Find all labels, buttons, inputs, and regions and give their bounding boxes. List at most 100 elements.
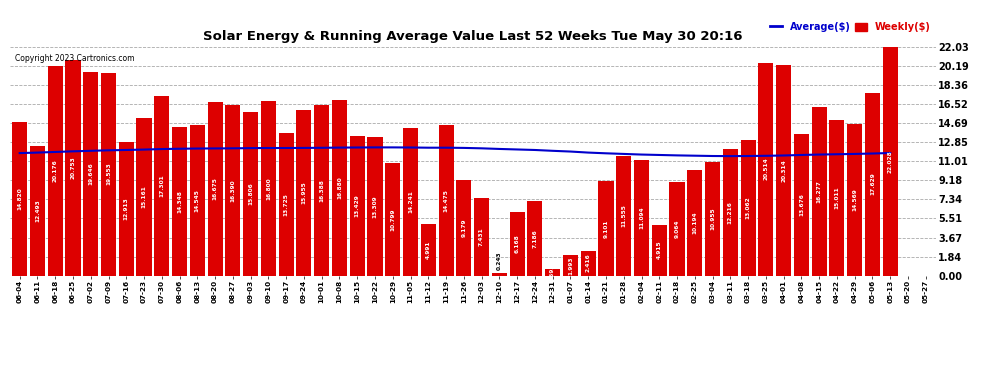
Text: 13.676: 13.676 [799,193,804,216]
Text: 13.429: 13.429 [354,195,359,217]
Bar [510,211,525,276]
Bar [812,106,827,276]
Text: 1.993: 1.993 [568,256,573,274]
Bar [296,110,312,276]
Bar [705,162,720,276]
Text: 4.991: 4.991 [426,240,431,259]
Text: 16.388: 16.388 [319,179,324,202]
Bar [847,124,862,276]
Bar [30,146,45,276]
Bar [776,65,791,276]
Text: 20.514: 20.514 [763,158,768,180]
Bar [403,128,418,276]
Text: 19.646: 19.646 [88,162,93,185]
Text: 10.194: 10.194 [692,211,697,234]
Text: 7.431: 7.431 [479,228,484,246]
Text: 9.179: 9.179 [461,219,466,237]
Text: 6.168: 6.168 [515,234,520,253]
Bar [48,66,62,276]
Bar [794,134,809,276]
Text: 15.011: 15.011 [835,186,840,209]
Text: 12.913: 12.913 [124,197,129,220]
Bar [563,255,578,276]
Text: 15.955: 15.955 [301,182,307,204]
Bar [616,156,632,276]
Bar [634,160,649,276]
Bar [349,136,364,276]
Bar [208,102,223,276]
Text: 10.955: 10.955 [710,207,715,230]
Text: 16.675: 16.675 [213,178,218,201]
Bar [367,137,382,276]
Text: 15.806: 15.806 [248,182,253,205]
Bar [439,125,453,276]
Text: 20.753: 20.753 [70,156,75,179]
Bar [278,133,294,276]
Bar [741,140,755,276]
Text: 7.186: 7.186 [533,229,538,248]
Text: 10.799: 10.799 [390,208,395,231]
Bar [830,120,844,276]
Bar [883,47,898,276]
Bar [723,149,738,276]
Text: 19.553: 19.553 [106,163,111,186]
Text: 11.555: 11.555 [622,204,627,227]
Bar [314,105,330,276]
Text: Copyright 2023 Cartronics.com: Copyright 2023 Cartronics.com [15,54,134,63]
Text: 12.493: 12.493 [35,200,40,222]
Text: 14.545: 14.545 [195,189,200,211]
Bar [669,182,685,276]
Bar [226,105,241,276]
Bar [190,124,205,276]
Text: 0.243: 0.243 [497,251,502,270]
Bar [421,224,436,276]
Text: 16.880: 16.880 [337,177,342,200]
Bar [119,141,134,276]
Text: 9.101: 9.101 [604,219,609,238]
Bar [260,101,276,276]
Text: 14.475: 14.475 [444,189,448,212]
Bar [12,122,27,276]
Bar [474,198,489,276]
Text: 16.800: 16.800 [266,177,271,200]
Bar [492,273,507,276]
Bar [244,111,258,276]
Text: 22.028: 22.028 [888,150,893,172]
Text: 16.277: 16.277 [817,180,822,203]
Bar [101,73,116,276]
Text: 0.593: 0.593 [550,263,555,282]
Text: 13.725: 13.725 [284,193,289,216]
Bar [651,225,667,276]
Text: 11.094: 11.094 [639,207,644,230]
Text: 17.301: 17.301 [159,174,164,197]
Bar [137,118,151,276]
Title: Solar Energy & Running Average Value Last 52 Weeks Tue May 30 20:16: Solar Energy & Running Average Value Las… [203,30,742,43]
Text: 20.314: 20.314 [781,159,786,182]
Bar [456,180,471,276]
Bar [687,170,702,276]
Bar [83,72,98,276]
Bar [385,164,400,276]
Bar [545,270,560,276]
Bar [172,127,187,276]
Text: 13.309: 13.309 [372,195,377,218]
Bar [581,251,596,276]
Bar [528,201,543,276]
Text: 9.064: 9.064 [674,219,679,238]
Text: 16.390: 16.390 [231,179,236,202]
Text: 12.216: 12.216 [728,201,733,223]
Bar [332,100,347,276]
Text: 14.241: 14.241 [408,190,413,213]
Text: 14.569: 14.569 [852,189,857,211]
Text: 14.820: 14.820 [17,187,22,210]
Text: 4.915: 4.915 [656,241,661,260]
Text: 17.629: 17.629 [870,173,875,195]
Bar [598,181,614,276]
Text: 2.416: 2.416 [586,254,591,273]
Bar [65,60,80,276]
Text: 14.348: 14.348 [177,190,182,213]
Bar [865,93,880,276]
Text: 15.161: 15.161 [142,186,147,209]
Bar [154,96,169,276]
Text: 20.176: 20.176 [52,159,57,182]
